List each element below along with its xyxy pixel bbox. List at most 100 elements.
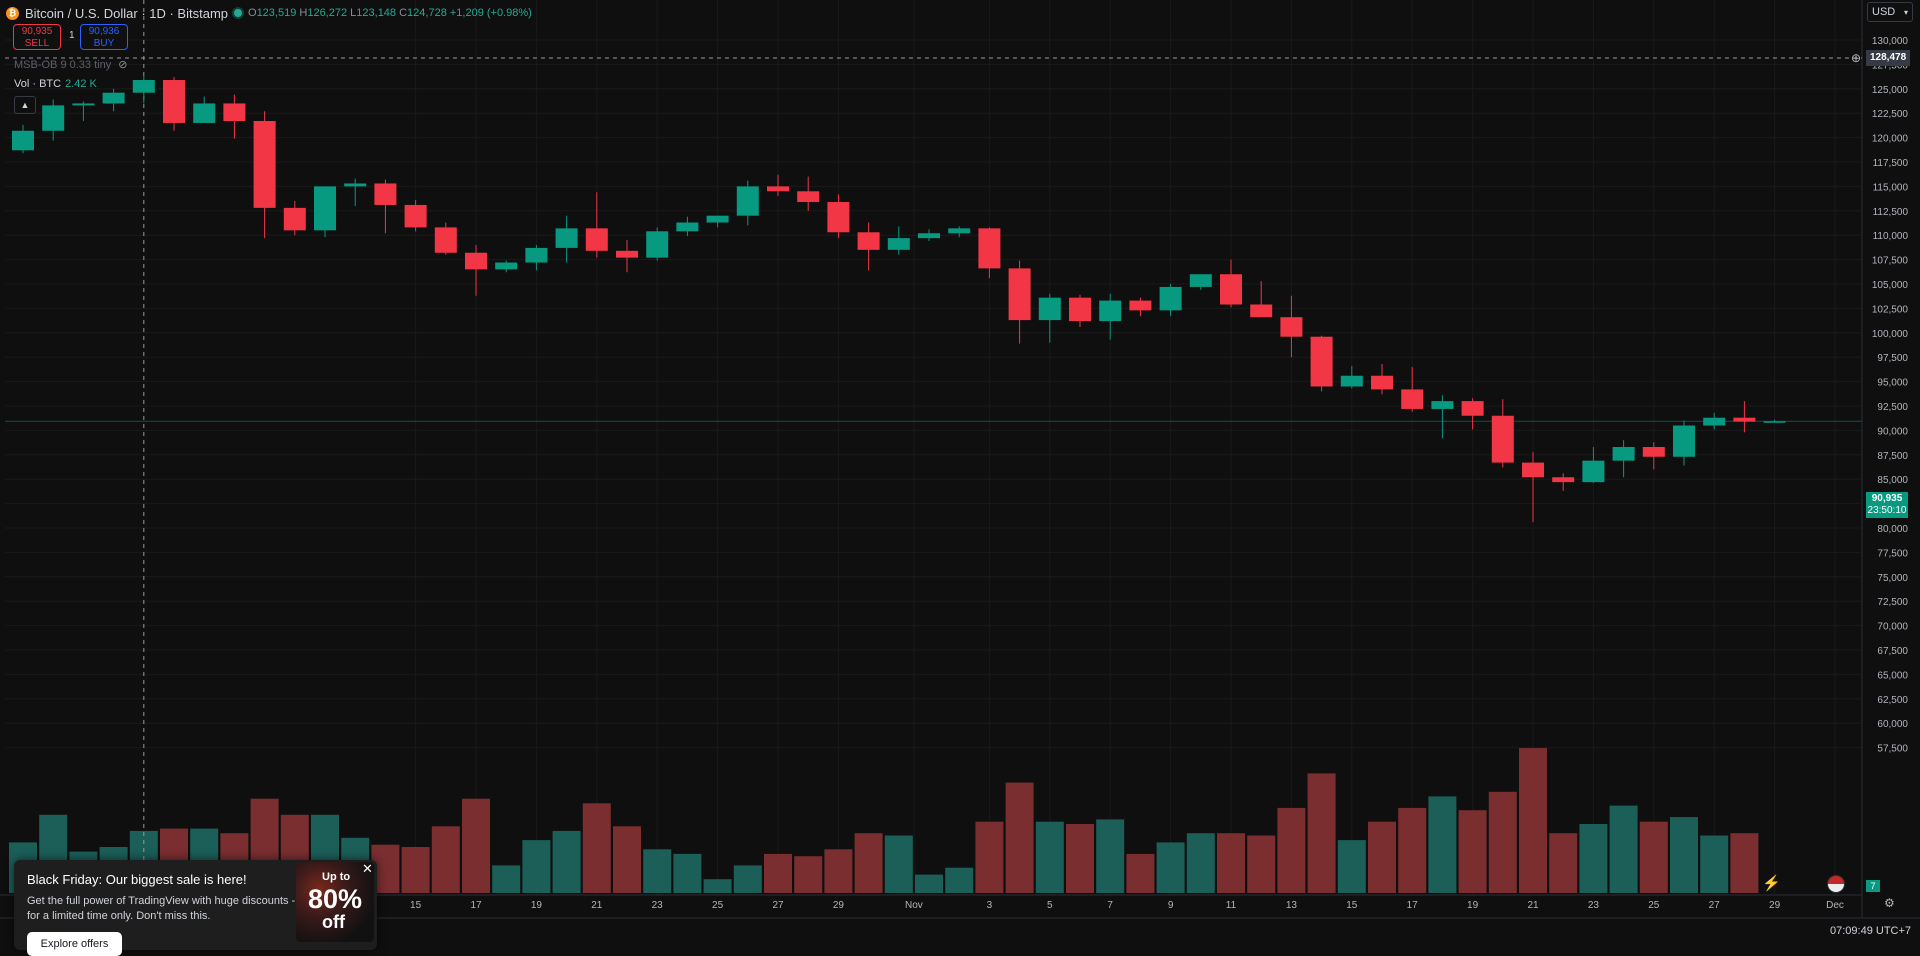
- volume-indicator-label[interactable]: Vol · BTC 2.42 K: [14, 78, 97, 90]
- candle-body: [1491, 415, 1514, 463]
- change-value: +1,209 (+0.98%): [449, 7, 532, 19]
- collapse-indicators-button[interactable]: ▲: [14, 96, 36, 114]
- volume-bar: [431, 826, 460, 893]
- candle-body: [1552, 477, 1575, 483]
- price-axis-label: 112,500: [1873, 207, 1909, 218]
- candle-body: [132, 80, 155, 93]
- candle-body: [434, 227, 457, 253]
- candle-body: [72, 103, 95, 106]
- candle-body: [616, 250, 638, 258]
- chart-header: ₿ Bitcoin / U.S. Dollar · 1D · Bitstamp …: [6, 4, 532, 22]
- volume-bar: [824, 849, 853, 893]
- price-axis-label: 117,500: [1873, 158, 1909, 169]
- candle-body: [706, 215, 729, 223]
- candle-body: [1189, 274, 1212, 287]
- price-axis-label: 65,000: [1877, 670, 1908, 681]
- bitcoin-icon: ₿: [6, 6, 19, 20]
- time-axis-label: 17: [470, 900, 482, 911]
- candle-body: [102, 92, 125, 104]
- candle-body: [736, 186, 759, 216]
- msb-indicator-label[interactable]: MSB-OB 9 0.33 tiny ⊘: [14, 59, 128, 71]
- volume-bar: [1066, 824, 1094, 893]
- candle-body: [525, 247, 548, 263]
- price-axis-label: 62,500: [1877, 695, 1908, 706]
- candle-body: [1612, 446, 1635, 461]
- time-axis-label: 27: [772, 900, 784, 911]
- market-status-icon[interactable]: [234, 9, 242, 17]
- candle-body: [1008, 268, 1031, 321]
- price-axis-label: 75,000: [1877, 573, 1908, 584]
- volume-bar: [945, 867, 974, 893]
- volume-bar: [975, 821, 1004, 893]
- candle-body: [797, 191, 820, 203]
- candle-body: [1250, 304, 1273, 318]
- time-axis-label: 21: [1527, 900, 1539, 911]
- volume-bar: [1307, 773, 1336, 893]
- volume-bar: [582, 803, 611, 893]
- time-axis-label: 21: [591, 900, 603, 911]
- candle-body: [585, 228, 608, 251]
- volume-bar: [1035, 821, 1064, 893]
- volume-bar: [1247, 835, 1276, 893]
- volume-bar: [1126, 853, 1155, 893]
- candle-body: [1582, 460, 1605, 483]
- candle-body: [978, 228, 1001, 269]
- candle-body: [253, 121, 276, 208]
- candle-body: [1763, 421, 1786, 423]
- time-axis-label: 17: [1407, 900, 1419, 911]
- volume-bar: [1428, 796, 1457, 893]
- sell-label: SELL: [24, 38, 50, 49]
- time-axis-label: 19: [1467, 900, 1479, 911]
- sell-button[interactable]: 90,935 SELL: [13, 24, 61, 50]
- close-value: 124,728: [407, 7, 447, 19]
- us-flag-icon[interactable]: [1827, 875, 1845, 893]
- price-axis-label: 110,000: [1873, 231, 1909, 242]
- time-axis-label: 7: [1107, 900, 1113, 911]
- candle-body: [1703, 417, 1726, 426]
- time-axis-label: 9: [1168, 900, 1174, 911]
- economic-event-icon[interactable]: ⚡: [1762, 875, 1781, 892]
- time-axis-label: 13: [1286, 900, 1298, 911]
- volume-bar: [1337, 840, 1366, 893]
- volume-bar: [1700, 835, 1729, 893]
- add-alert-icon[interactable]: ⊕: [1851, 51, 1862, 65]
- currency-selector[interactable]: USD ▾: [1867, 2, 1913, 22]
- candle-body: [1220, 274, 1242, 305]
- volume-bar: [1609, 805, 1638, 893]
- spread-value: 1: [69, 30, 75, 41]
- price-axis-label: 77,500: [1877, 548, 1908, 559]
- symbol-title[interactable]: Bitcoin / U.S. Dollar · 1D · Bitstamp: [25, 5, 228, 21]
- candle-body: [1642, 446, 1665, 457]
- candle-body: [1461, 401, 1484, 416]
- settings-icon[interactable]: ⚙: [1884, 896, 1895, 910]
- candle-body: [1673, 425, 1695, 457]
- buy-button[interactable]: 90,936 BUY: [80, 24, 128, 50]
- bar-countdown: 23:50:10: [1867, 505, 1907, 516]
- candle-body: [1099, 300, 1122, 322]
- promo-image[interactable]: Up to 80% off: [296, 862, 374, 942]
- last-price-label: 90,935 23:50:10: [1866, 492, 1908, 518]
- eye-hidden-icon[interactable]: ⊘: [118, 59, 128, 71]
- promo-popup[interactable]: Black Friday: Our biggest sale is here! …: [14, 860, 377, 956]
- close-icon[interactable]: ✕: [362, 861, 373, 876]
- time-axis-label: Nov: [905, 900, 923, 911]
- candle-body: [223, 103, 246, 122]
- volume-bar: [1579, 824, 1608, 893]
- candle-body: [1371, 375, 1393, 390]
- utc-clock[interactable]: 07:09:49 UTC+7: [1830, 925, 1912, 937]
- volume-bar: [613, 826, 641, 893]
- explore-offers-button[interactable]: Explore offers: [27, 932, 122, 956]
- candle-body: [283, 207, 306, 231]
- price-axis-label: 120,000: [1872, 134, 1909, 145]
- volume-bar: [643, 849, 672, 893]
- volume-bar: [764, 853, 792, 893]
- volume-bar: [1639, 821, 1668, 893]
- price-axis-label: 57,500: [1877, 744, 1908, 755]
- volume-bar: [1217, 833, 1245, 893]
- events-count-badge[interactable]: 7: [1866, 880, 1880, 892]
- time-axis-label: 5: [1047, 900, 1053, 911]
- candle-body: [948, 228, 971, 234]
- candle-body: [1038, 297, 1061, 321]
